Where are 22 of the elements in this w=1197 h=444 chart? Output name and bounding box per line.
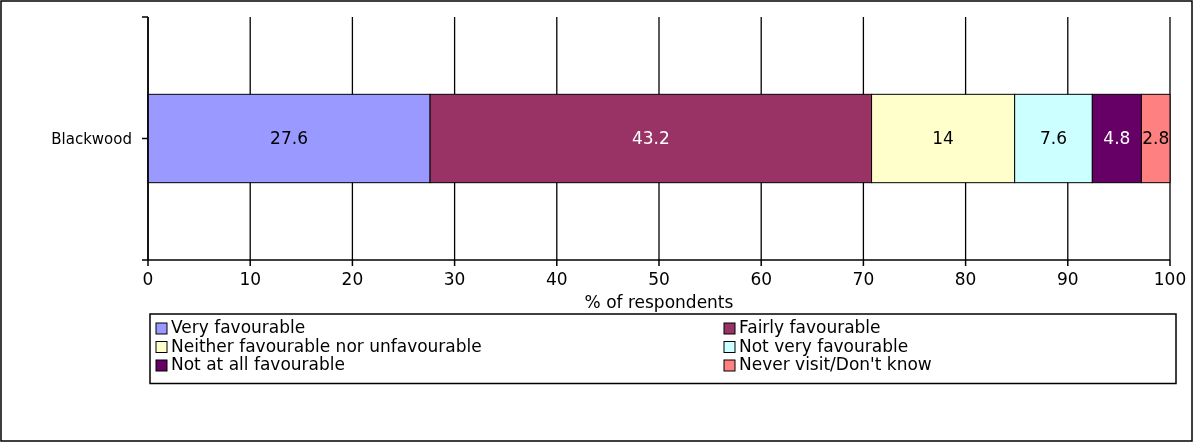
data-label: 27.6 (270, 128, 308, 149)
x-tick-label: 70 (852, 269, 875, 289)
x-tick-label: 90 (1056, 269, 1079, 289)
x-tick-label: 30 (443, 269, 466, 289)
data-label: 14 (932, 128, 954, 149)
legend-label: Very favourable (171, 317, 306, 337)
data-label: 7.6 (1039, 128, 1068, 149)
x-tick-label: 100 (1153, 269, 1187, 289)
x-axis-title: % of respondents (584, 292, 734, 312)
x-tick-label: 40 (545, 269, 568, 289)
y-tick-label: Blackwood (51, 129, 132, 148)
x-tick-label: 80 (954, 269, 977, 289)
legend-label: Not at all favourable (171, 354, 345, 374)
x-tick-label: 0 (142, 269, 154, 289)
x-tick-label: 50 (648, 269, 670, 289)
x-tick-label: 20 (341, 269, 364, 289)
legend-label: Fairly favourable (739, 317, 881, 337)
data-label: 4.8 (1103, 128, 1131, 149)
x-tick-label: 10 (239, 269, 262, 289)
data-label: 2.8 (1142, 128, 1170, 149)
x-tick-label: 60 (750, 269, 773, 289)
data-label: 43.2 (631, 128, 670, 149)
